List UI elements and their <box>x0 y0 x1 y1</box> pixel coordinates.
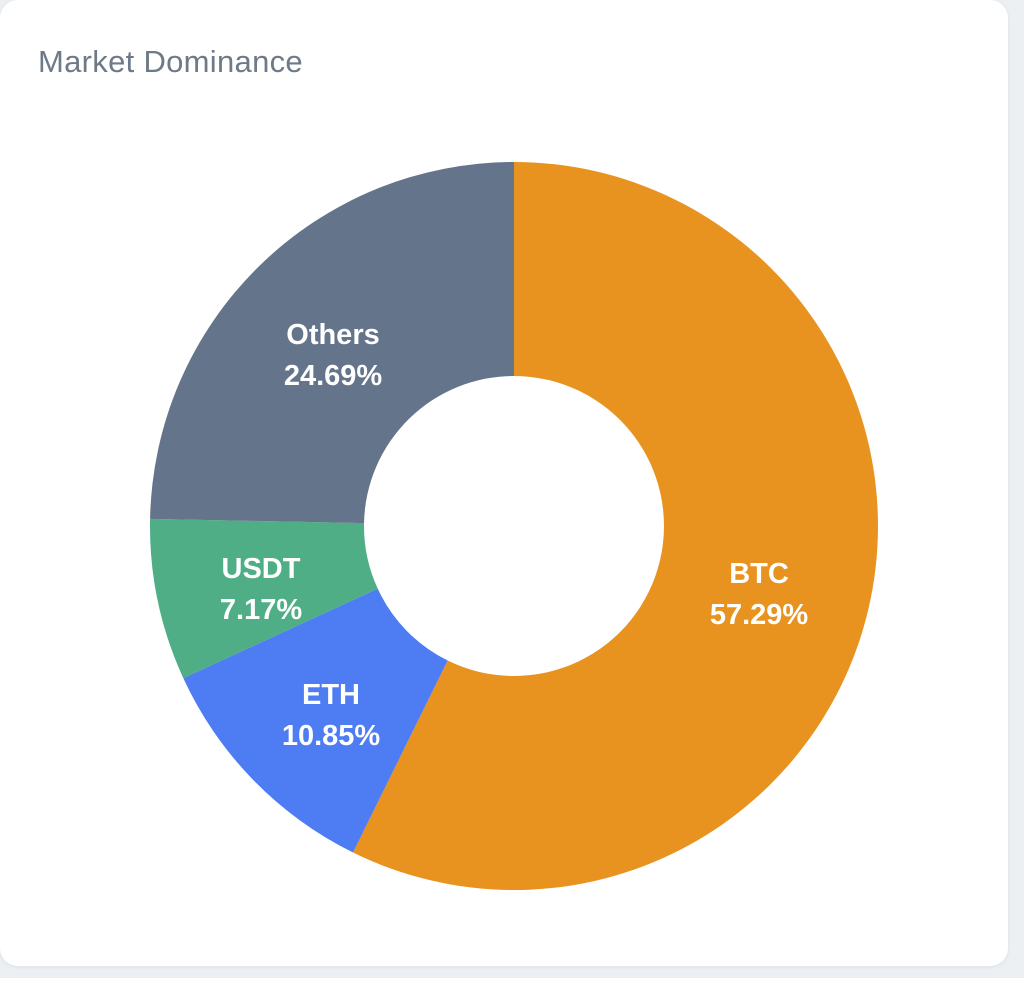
market-dominance-card: Market Dominance BTC 57.29% ETH 10.85% U… <box>0 0 1008 966</box>
donut-slice-usdt[interactable] <box>150 518 378 679</box>
next-card-top-edge <box>0 978 1024 999</box>
donut-slice-eth[interactable] <box>183 588 448 853</box>
card-title: Market Dominance <box>38 44 303 79</box>
donut-chart-svg <box>150 162 878 890</box>
donut-chart: BTC 57.29% ETH 10.85% USDT 7.17% Others … <box>150 162 878 890</box>
donut-slice-others[interactable] <box>150 162 514 524</box>
donut-slice-btc[interactable] <box>353 162 878 890</box>
